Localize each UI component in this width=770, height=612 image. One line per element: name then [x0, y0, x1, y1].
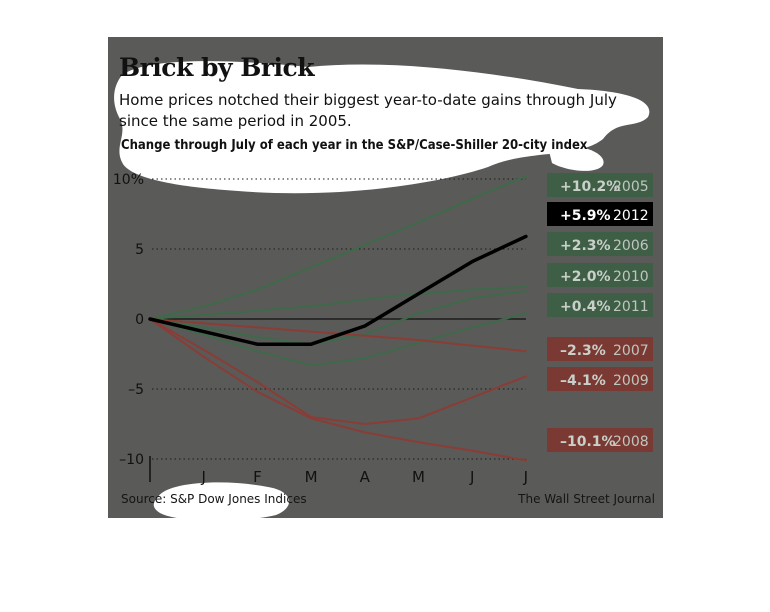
y-tick-label: –10	[119, 452, 144, 468]
legend-tag-2005: +10.2%2005	[547, 173, 653, 197]
chart-card: Brick by Brick Home prices notched their…	[108, 37, 663, 518]
legend-tag-box	[547, 202, 653, 226]
x-tick-label: M	[412, 468, 425, 486]
legend-tag-year: 2008	[613, 434, 649, 450]
legend-tag-value: +0.4%	[560, 299, 611, 315]
legend-tag-box	[547, 293, 653, 317]
legend-tag-value: +2.0%	[560, 269, 611, 285]
series-line-2010	[149, 290, 527, 346]
y-tick-label: 10%	[113, 172, 144, 188]
legend-tag-year: 2010	[613, 269, 649, 285]
legend-tag-2012: +5.9% 2012	[547, 202, 653, 226]
legend-tag-value: –2.3%	[560, 343, 606, 359]
x-tick-label: J	[523, 468, 528, 486]
legend-tag-year: 2009	[613, 373, 649, 389]
legend-tag-box	[547, 337, 653, 361]
y-tick-label: –5	[128, 382, 144, 398]
legend-tag-year: 2007	[613, 343, 649, 359]
legend-tag-value: –4.1%	[560, 373, 606, 389]
x-tick-label: J	[469, 468, 474, 486]
series-line-2006	[149, 285, 527, 320]
x-tick-label: M	[305, 468, 318, 486]
series-line-2011	[149, 312, 527, 367]
legend-tag-2006: +2.3% 2006	[547, 232, 653, 256]
legend-tag-2008: –10.1%2008	[547, 428, 653, 452]
legend-tag-value: +10.2%	[560, 179, 620, 195]
legend-tag-value: –10.1%	[560, 434, 616, 450]
y-tick-label: 5	[135, 242, 144, 258]
legend-tag-box	[547, 428, 653, 452]
chart-title: Brick by Brick	[119, 53, 315, 82]
legend-tag-year: 2012	[613, 208, 649, 224]
series-line-2009	[149, 318, 527, 425]
source-note: Source: S&P Dow Jones Indices	[121, 492, 307, 506]
series-line-2005	[149, 175, 527, 320]
legend-tag-2009: –4.1% 2009	[547, 367, 653, 391]
legend-tag-2011: +0.4% 2011	[547, 293, 653, 317]
x-tick-label: J	[200, 468, 205, 486]
legend-tag-2007: –2.3% 2007	[547, 337, 653, 361]
series-line-2008	[149, 318, 527, 462]
legend-tag-year: 2005	[613, 179, 649, 195]
legend-tag-box	[547, 263, 653, 287]
legend-tag-year: 2011	[613, 299, 649, 315]
legend-tag-value: +5.9%	[560, 208, 611, 224]
legend-tag-value: +2.3%	[560, 238, 611, 254]
legend-tag-2010: +2.0% 2010	[547, 263, 653, 287]
source-highlight-blob	[153, 482, 289, 518]
publisher-credit: The Wall Street Journal	[518, 492, 655, 506]
legend-tag-box	[547, 367, 653, 391]
chart-subtitle: Home prices notched their biggest year-t…	[119, 91, 617, 130]
legend-tag-year: 2006	[613, 238, 649, 254]
legend-tag-box	[547, 173, 653, 197]
line-chart: 10%50–5–10J F M A M J J+10.2%2005+5.9% 2012+2.3…	[113, 172, 653, 486]
y-tick-label: 0	[135, 312, 144, 328]
chart-index-label: Change through July of each year in the …	[121, 138, 588, 153]
series-line-2012	[148, 234, 528, 346]
x-tick-label: A	[360, 468, 371, 486]
x-tick-label: F	[253, 468, 262, 486]
legend-tag-box	[547, 232, 653, 256]
